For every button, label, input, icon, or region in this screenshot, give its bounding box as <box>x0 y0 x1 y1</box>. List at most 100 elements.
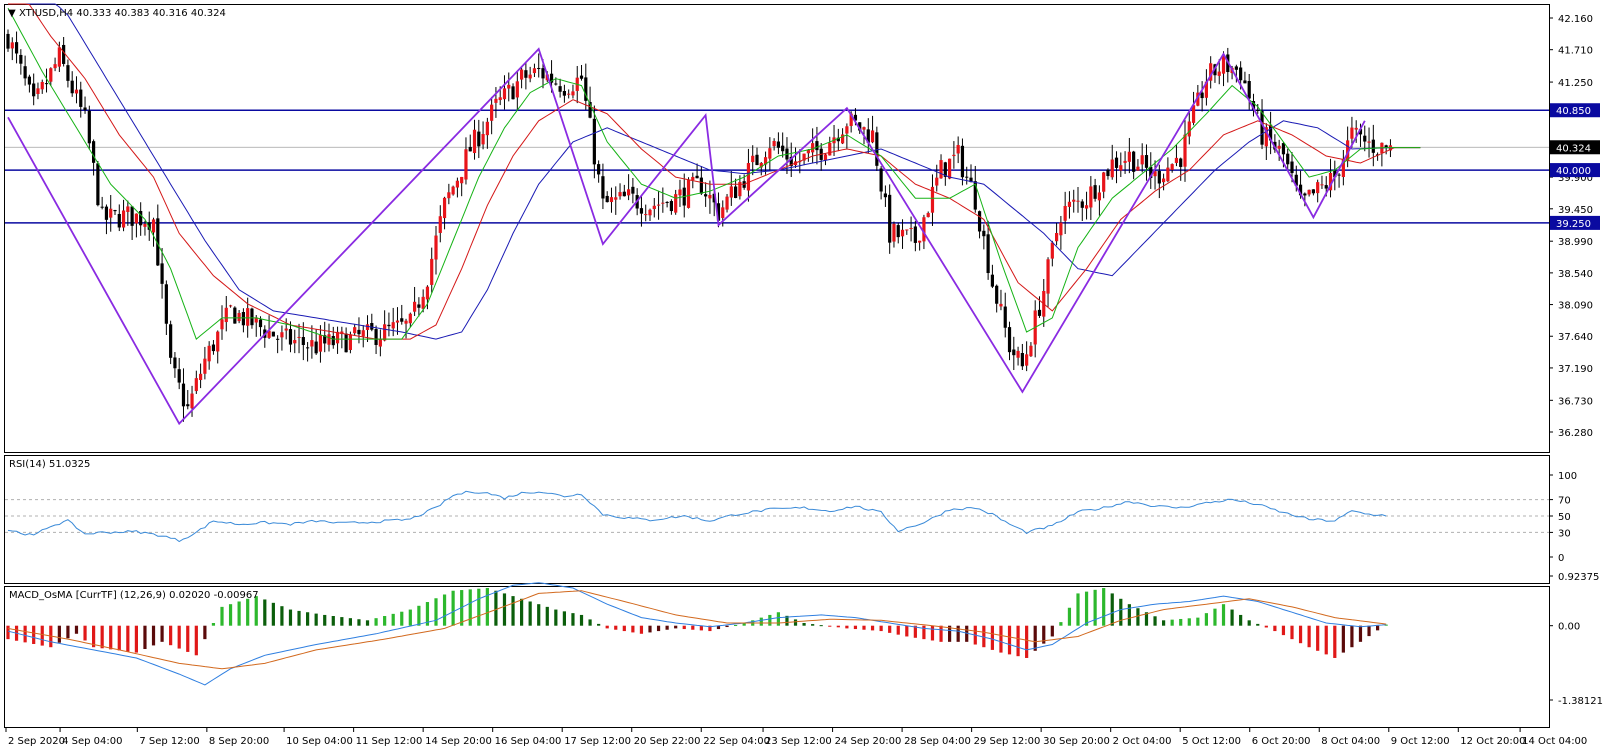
candle-body[interactable] <box>712 193 716 203</box>
candle-body[interactable] <box>605 195 609 203</box>
candle-body[interactable] <box>935 177 939 186</box>
candle-body[interactable] <box>6 33 10 49</box>
candle-body[interactable] <box>631 186 635 194</box>
candle-body[interactable] <box>374 329 378 345</box>
candle-body[interactable] <box>306 347 310 349</box>
candle-body[interactable] <box>695 175 699 179</box>
candle-body[interactable] <box>691 176 695 181</box>
candle-body[interactable] <box>1286 153 1290 165</box>
candle-body[interactable] <box>1256 109 1260 111</box>
candle-body[interactable] <box>956 145 960 154</box>
candle-body[interactable] <box>802 153 806 161</box>
candle-body[interactable] <box>858 122 862 131</box>
candle-body[interactable] <box>109 208 113 218</box>
candle-body[interactable] <box>442 197 447 219</box>
candle-body[interactable] <box>130 206 134 226</box>
candle-body[interactable] <box>271 331 275 337</box>
candle-body[interactable] <box>909 227 913 229</box>
candle-body[interactable] <box>922 217 926 242</box>
candle-body[interactable] <box>310 340 314 347</box>
candle-body[interactable] <box>549 73 554 83</box>
candle-body[interactable] <box>738 181 742 197</box>
candle-body[interactable] <box>327 334 331 345</box>
candle-body[interactable] <box>395 320 400 323</box>
candle-body[interactable] <box>1072 199 1076 202</box>
candle-body[interactable] <box>280 332 284 338</box>
candle-body[interactable] <box>1029 345 1033 357</box>
candle-body[interactable] <box>1123 160 1127 163</box>
candle-body[interactable] <box>520 69 524 80</box>
candle-body[interactable] <box>53 64 57 69</box>
candle-body[interactable] <box>156 218 160 266</box>
candle-body[interactable] <box>468 146 472 152</box>
candle-body[interactable] <box>1037 309 1042 316</box>
candle-body[interactable] <box>1200 92 1204 99</box>
candle-body[interactable] <box>1358 129 1363 135</box>
candle-body[interactable] <box>554 83 558 85</box>
candle-body[interactable] <box>1264 127 1268 147</box>
candle-body[interactable] <box>233 307 237 324</box>
candle-body[interactable] <box>1162 178 1166 183</box>
candle-body[interactable] <box>1320 184 1324 186</box>
candle-body[interactable] <box>1204 81 1208 98</box>
candle-body[interactable] <box>879 168 883 192</box>
candle-body[interactable] <box>413 301 417 312</box>
candle-body[interactable] <box>1170 164 1174 170</box>
candle-body[interactable] <box>1046 259 1050 294</box>
candle-body[interactable] <box>361 330 365 337</box>
candle-body[interactable] <box>391 322 395 329</box>
macd-panel[interactable]: 0.92375 0.00 -1.38121 <box>6 572 1603 707</box>
candle-body[interactable] <box>622 191 626 197</box>
candle-body[interactable] <box>10 42 14 49</box>
candle-body[interactable] <box>40 81 44 90</box>
candle-body[interactable] <box>241 312 245 326</box>
candle-body[interactable] <box>216 331 220 352</box>
candle-body[interactable] <box>276 338 280 340</box>
candle-body[interactable] <box>438 216 442 233</box>
candle-body[interactable] <box>1012 349 1016 356</box>
candle-body[interactable] <box>104 206 109 220</box>
candle-body[interactable] <box>1076 200 1080 202</box>
candle-body[interactable] <box>558 86 562 92</box>
candle-body[interactable] <box>768 148 772 159</box>
candle-body[interactable] <box>776 141 780 148</box>
candle-body[interactable] <box>541 68 545 79</box>
candle-body[interactable] <box>716 203 721 221</box>
candle-body[interactable] <box>515 81 519 98</box>
candle-body[interactable] <box>365 324 370 330</box>
candle-body[interactable] <box>1144 155 1149 168</box>
candle-body[interactable] <box>1089 186 1093 208</box>
candle-body[interactable] <box>79 89 83 107</box>
candle-body[interactable] <box>913 226 917 243</box>
candle-body[interactable] <box>789 156 793 166</box>
candle-body[interactable] <box>258 319 263 328</box>
candle-body[interactable] <box>888 194 892 243</box>
candle-body[interactable] <box>1119 165 1123 171</box>
candle-body[interactable] <box>511 86 515 100</box>
candle-body[interactable] <box>19 54 23 64</box>
candle-body[interactable] <box>417 304 421 308</box>
candle-body[interactable] <box>746 163 751 191</box>
candle-body[interactable] <box>1093 185 1097 199</box>
candle-body[interactable] <box>841 134 845 144</box>
candle-body[interactable] <box>990 274 994 287</box>
candle-body[interactable] <box>567 93 571 95</box>
candle-body[interactable] <box>100 206 104 208</box>
candle-body[interactable] <box>507 84 511 89</box>
candle-body[interactable] <box>939 160 943 179</box>
candle-body[interactable] <box>751 155 755 163</box>
candle-body[interactable] <box>1179 158 1183 167</box>
candle-body[interactable] <box>23 66 27 79</box>
candle-body[interactable] <box>597 164 601 175</box>
candle-body[interactable] <box>194 378 198 392</box>
candle-body[interactable] <box>759 162 763 168</box>
candle-body[interactable] <box>806 149 810 154</box>
candle-body[interactable] <box>686 180 691 208</box>
candle-body[interactable] <box>425 286 430 300</box>
candle-body[interactable] <box>498 97 502 101</box>
candle-body[interactable] <box>1132 151 1136 172</box>
candle-body[interactable] <box>1324 185 1328 189</box>
candle-body[interactable] <box>1290 161 1294 174</box>
candle-body[interactable] <box>644 214 648 216</box>
candle-body[interactable] <box>1191 105 1196 123</box>
